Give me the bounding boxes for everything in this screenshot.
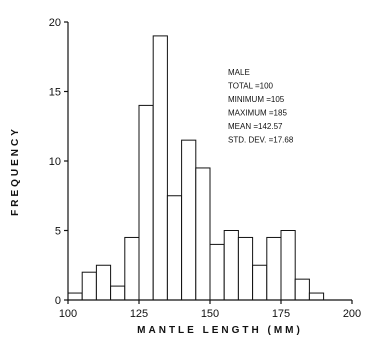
y-tick-label: 0 [55,295,61,307]
histogram-bar-13 [252,264,268,301]
histogram-bar-6 [152,35,168,301]
histogram-bar-15 [280,230,296,301]
x-axis-title: MANTLE LENGTH (MM) [137,325,303,336]
y-tick-label: 20 [49,17,61,29]
histogram-bar-14 [266,236,282,301]
y-tick-label: 5 [55,226,61,238]
histogram-bar-10 [209,243,225,301]
y-tick-label: 10 [49,156,61,168]
y-tick-label: 15 [49,87,61,99]
histogram-bar-2 [95,264,112,301]
bars-group [67,35,325,301]
x-tick-label: 100 [59,308,77,320]
histogram-bar-3 [110,285,126,301]
histogram-bar-7 [166,195,183,301]
x-tick-label: 175 [272,308,290,320]
x-tick-label: 150 [201,308,219,320]
histogram-bar-5 [138,104,154,301]
annotation-line-5: STD. DEV. =17.68 [228,136,294,145]
histogram-bar-16 [294,278,310,301]
histogram-bar-9 [195,167,211,301]
histogram-bar-0 [67,292,83,301]
annotation-line-2: MINIMUM =105 [228,95,285,104]
x-tick-label: 125 [130,308,148,320]
histogram-bar-12 [237,236,254,301]
histogram-bar-8 [181,139,197,301]
annotation-line-1: TOTAL =100 [228,82,274,91]
x-ticks-group: 100 125 150 175 200 [59,300,361,320]
statistics-annotations: MALE TOTAL =100 MINIMUM =105 MAXIMUM =185 ME… [228,68,294,145]
histogram-bar-1 [81,271,97,301]
x-tick-label: 200 [343,308,361,320]
y-ticks-group: 0 5 10 15 20 [49,17,68,307]
annotation-line-4: MEAN =142.57 [228,122,283,131]
annotation-line-0: MALE [228,68,250,77]
histogram-bar-17 [308,292,325,301]
histogram-bar-4 [124,236,140,301]
histogram-bar-11 [223,230,239,301]
y-axis-title: FREQUENCY [10,126,21,216]
annotation-line-3: MAXIMUM =185 [228,109,287,118]
